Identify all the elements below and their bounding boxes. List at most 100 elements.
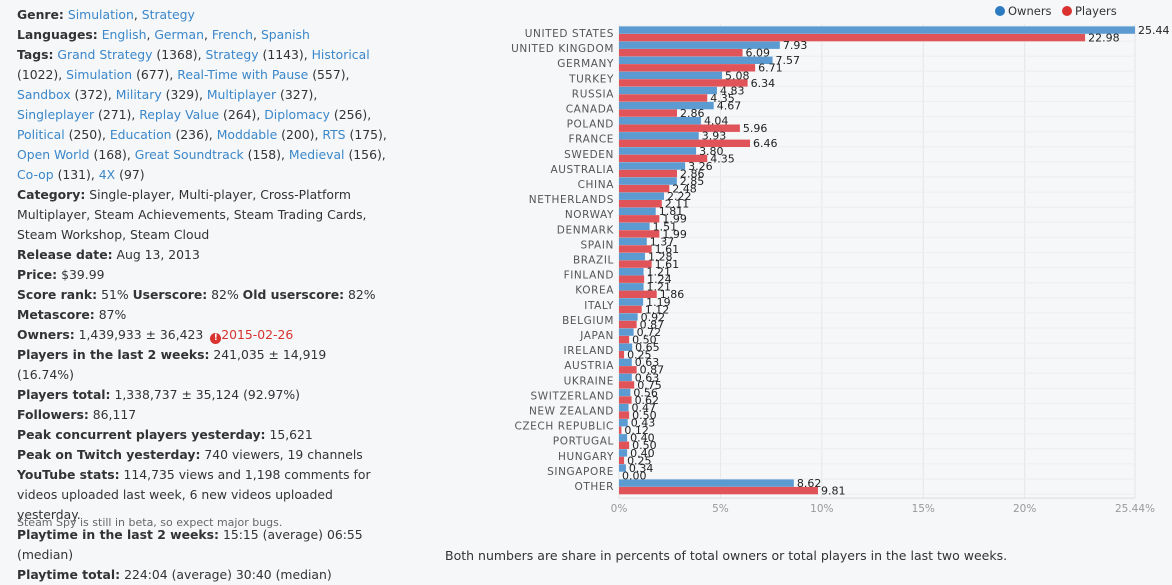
owners-value-label: 1.51 [653,220,678,233]
metascore-row: Metascore: 87% [17,305,387,325]
category-label: UNITED KINGDOM [511,43,614,55]
players-value-label: 6.09 [746,47,771,60]
tag-link[interactable]: RTS [322,127,346,142]
category-label: CZECH REPUBLIC [514,421,614,433]
players-total-row: Players total: 1,338,737 ± 35,124 (92.97… [17,385,387,405]
owners-bar [619,41,780,49]
tag-link[interactable]: Political [17,127,65,142]
owners-value-label: 0.63 [635,356,660,369]
tag-count: (677) [136,67,170,82]
x-tick-label: 10% [810,503,833,515]
tag-link[interactable]: Strategy [205,47,259,62]
tag-link[interactable]: Education [109,127,172,142]
tag-link[interactable]: Co-op [17,167,54,182]
owners-bar [619,434,628,442]
category-label: RUSSIA [572,88,614,100]
x-tick-label: 15% [912,503,935,515]
players-value-label: 6.71 [758,62,783,75]
owners-bar [619,86,717,95]
owners-bar [619,56,773,64]
playtime-total-value: 224:04 (average) 30:40 (median) [124,567,332,582]
owners-value-label: 0.65 [635,341,660,354]
owners-value-label: 2.22 [667,190,692,203]
players-2w-label: Players in the last 2 weeks: [17,347,210,362]
owners-value-label: 1.21 [647,281,672,294]
language-link[interactable]: English [101,27,147,42]
score-rank-value: 51% [101,287,129,302]
tag-count: (256) [333,107,368,122]
players-bar [619,94,708,102]
category-label: NORWAY [565,209,614,221]
owners-bar [619,283,644,291]
tag-link[interactable]: Open World [17,147,90,162]
tag-count: (372) [74,87,108,102]
tag-link[interactable]: Historical [311,47,370,62]
release-label: Release date: [17,247,113,262]
x-tick-label: 25.44% [1115,503,1155,515]
tag-link[interactable]: Sandbox [17,87,71,102]
category-label: BRAZIL [573,255,614,267]
players-bar [619,275,645,283]
language-link[interactable]: German [154,27,204,42]
tag-link[interactable]: Great Soundtrack [134,147,244,162]
owners-bar [619,403,629,412]
players-2w-row: Players in the last 2 weeks: 241,035 ± 1… [17,345,387,385]
category-label: PORTUGAL [553,436,614,448]
players-bar [619,456,625,465]
tag-link[interactable]: Singleplayer [17,107,95,122]
owners-bar [619,192,665,200]
genre-link[interactable]: Strategy [141,7,195,22]
owners-bar [619,388,631,397]
owners-bar [619,117,701,125]
owners-value-label: 1.19 [646,296,671,309]
owners-bar [619,328,634,336]
tag-link[interactable]: Moddable [216,127,278,142]
legend-owners-swatch [995,6,1005,16]
tag-link[interactable]: 4X [98,167,116,182]
players-value-label: 0.00 [622,469,647,482]
players-bar [619,79,748,87]
category-label: UNITED STATES [525,28,614,40]
players-value-label: 1.99 [662,213,687,226]
owners-bar [619,101,714,110]
tag-link[interactable]: Replay Value [139,107,220,122]
players-value-label: 0.87 [640,364,665,377]
tag-link[interactable]: Grand Strategy [57,47,153,62]
owners-date: 2015-02-26 [221,327,294,342]
legend-players-swatch [1062,6,1072,16]
players-bar [619,64,756,72]
players-value-label: 0.50 [632,334,657,347]
tag-count: (250) [68,127,102,142]
owners-value-label: 7.57 [776,54,801,67]
owners-value-label: 1.37 [650,235,675,248]
owners-bar [619,479,794,487]
x-tick-label: 20% [1013,503,1036,515]
language-link[interactable]: French [211,27,254,42]
tag-link[interactable]: Diplomacy [264,107,330,122]
country-share-chart: UNITED STATES 25.44 22.98 UNITED KINGDOM 7.9… [511,4,1169,515]
players-bar [619,260,652,268]
tag-link[interactable]: Military [115,87,162,102]
players-bar [619,33,1086,42]
owners-value-label: 0.43 [631,417,656,430]
category-label: NEW ZEALAND [529,406,614,418]
owners-bar [619,147,697,155]
tag-count: (557) [312,67,346,82]
category-label: SWITZERLAND [531,390,615,402]
players-value-label: 2.48 [672,183,697,196]
tag-link[interactable]: Multiplayer [206,87,277,102]
language-link[interactable]: Spanish [260,27,310,42]
tag-link[interactable]: Real-Time with Pause [177,67,309,82]
category-label: NETHERLANDS [529,194,614,206]
players-bar [619,49,743,57]
players-bar [619,486,818,495]
players-bar [619,290,657,298]
game-info-panel: Genre: Simulation, Strategy Languages: E… [17,5,387,585]
genre-link[interactable]: Simulation [67,7,134,22]
peak-value: 15,621 [269,427,313,442]
tag-link[interactable]: Medieval [288,147,345,162]
tag-link[interactable]: Simulation [66,67,133,82]
players-bar [619,215,660,223]
players-value-label: 22.98 [1088,32,1120,45]
owners-bar [619,343,633,351]
